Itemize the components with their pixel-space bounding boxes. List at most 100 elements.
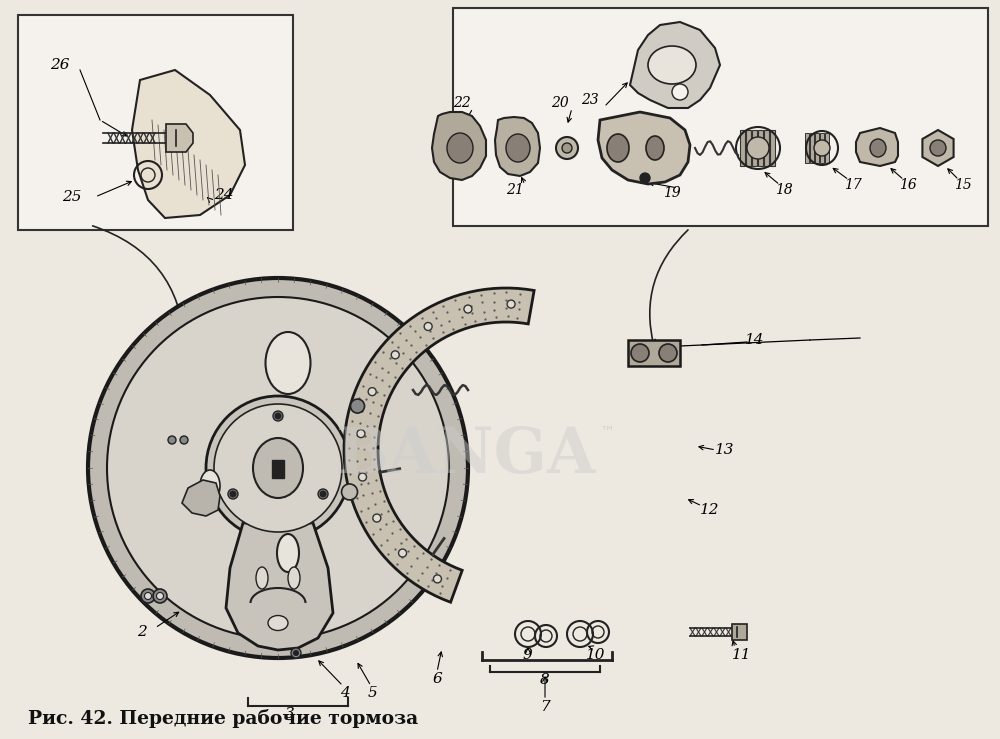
- Ellipse shape: [268, 616, 288, 630]
- Text: 10: 10: [586, 648, 606, 662]
- Circle shape: [464, 305, 472, 313]
- Ellipse shape: [747, 137, 769, 159]
- Bar: [805, 133, 809, 163]
- Polygon shape: [344, 288, 534, 602]
- Polygon shape: [132, 70, 245, 218]
- Circle shape: [88, 278, 468, 658]
- Bar: [272, 460, 284, 478]
- Ellipse shape: [646, 136, 664, 160]
- Circle shape: [368, 388, 376, 395]
- Bar: [815, 133, 819, 163]
- Circle shape: [433, 575, 441, 583]
- Bar: [764, 130, 769, 166]
- Ellipse shape: [447, 133, 473, 163]
- Bar: [770, 130, 775, 166]
- Bar: [628, 340, 680, 366]
- Text: Рис. 42. Передние рабочие тормоза: Рис. 42. Передние рабочие тормоза: [28, 709, 418, 727]
- Text: 8: 8: [540, 673, 550, 687]
- Polygon shape: [922, 130, 954, 166]
- Circle shape: [275, 413, 281, 419]
- Polygon shape: [226, 523, 333, 650]
- Ellipse shape: [253, 438, 303, 498]
- Text: 20: 20: [551, 96, 569, 110]
- Circle shape: [156, 593, 164, 599]
- Circle shape: [144, 593, 152, 599]
- Polygon shape: [166, 124, 193, 152]
- Ellipse shape: [256, 567, 268, 589]
- Bar: [758, 130, 763, 166]
- Circle shape: [214, 404, 342, 532]
- Circle shape: [294, 650, 298, 655]
- Text: 14: 14: [745, 333, 765, 347]
- Text: 4: 4: [340, 686, 350, 700]
- Circle shape: [206, 396, 350, 540]
- Circle shape: [342, 484, 358, 500]
- Text: 6: 6: [432, 672, 442, 686]
- Text: 13: 13: [715, 443, 735, 457]
- Text: 17: 17: [844, 178, 862, 192]
- Ellipse shape: [607, 134, 629, 162]
- Ellipse shape: [506, 134, 530, 162]
- Circle shape: [373, 514, 381, 522]
- Ellipse shape: [556, 137, 578, 159]
- Text: 25: 25: [62, 190, 82, 204]
- Circle shape: [180, 436, 188, 444]
- Text: 3: 3: [285, 707, 295, 721]
- Ellipse shape: [648, 46, 696, 84]
- Polygon shape: [495, 117, 540, 176]
- Text: 5: 5: [368, 686, 378, 700]
- Ellipse shape: [200, 470, 220, 502]
- Polygon shape: [856, 128, 898, 166]
- Circle shape: [320, 491, 326, 497]
- Text: 26: 26: [50, 58, 70, 72]
- Ellipse shape: [659, 344, 677, 362]
- Circle shape: [141, 589, 155, 603]
- Text: 16: 16: [899, 178, 917, 192]
- Bar: [746, 130, 751, 166]
- Circle shape: [153, 589, 167, 603]
- Text: BANGA: BANGA: [335, 424, 595, 486]
- Text: 12: 12: [700, 503, 720, 517]
- Text: 2: 2: [137, 625, 147, 639]
- Circle shape: [672, 84, 688, 100]
- Text: 24: 24: [214, 188, 234, 202]
- Bar: [752, 130, 757, 166]
- Text: 9: 9: [522, 648, 532, 662]
- Bar: [820, 133, 824, 163]
- Polygon shape: [598, 112, 690, 184]
- Circle shape: [291, 648, 301, 658]
- Polygon shape: [432, 112, 486, 180]
- Polygon shape: [182, 480, 220, 516]
- Text: 21: 21: [506, 183, 524, 197]
- Ellipse shape: [266, 332, 310, 394]
- Circle shape: [228, 489, 238, 499]
- Bar: [18, 15, 293, 230]
- Text: 7: 7: [540, 700, 550, 714]
- Circle shape: [507, 300, 515, 308]
- Circle shape: [930, 140, 946, 156]
- Circle shape: [351, 399, 365, 413]
- Text: 22: 22: [453, 96, 471, 110]
- Bar: [825, 133, 829, 163]
- Text: 23: 23: [581, 93, 599, 107]
- Text: ™: ™: [600, 424, 615, 440]
- Circle shape: [273, 411, 283, 421]
- Circle shape: [357, 429, 365, 437]
- Bar: [732, 624, 747, 640]
- Circle shape: [168, 436, 176, 444]
- Text: 11: 11: [732, 648, 752, 662]
- Ellipse shape: [277, 534, 299, 572]
- Ellipse shape: [562, 143, 572, 153]
- Circle shape: [107, 297, 449, 639]
- Text: 19: 19: [663, 186, 681, 200]
- Polygon shape: [630, 22, 720, 108]
- Circle shape: [424, 322, 432, 330]
- Text: 15: 15: [954, 178, 972, 192]
- Circle shape: [359, 473, 367, 481]
- Ellipse shape: [631, 344, 649, 362]
- Ellipse shape: [814, 140, 830, 156]
- Ellipse shape: [870, 139, 886, 157]
- Circle shape: [640, 173, 650, 183]
- Circle shape: [399, 549, 407, 557]
- Ellipse shape: [288, 567, 300, 589]
